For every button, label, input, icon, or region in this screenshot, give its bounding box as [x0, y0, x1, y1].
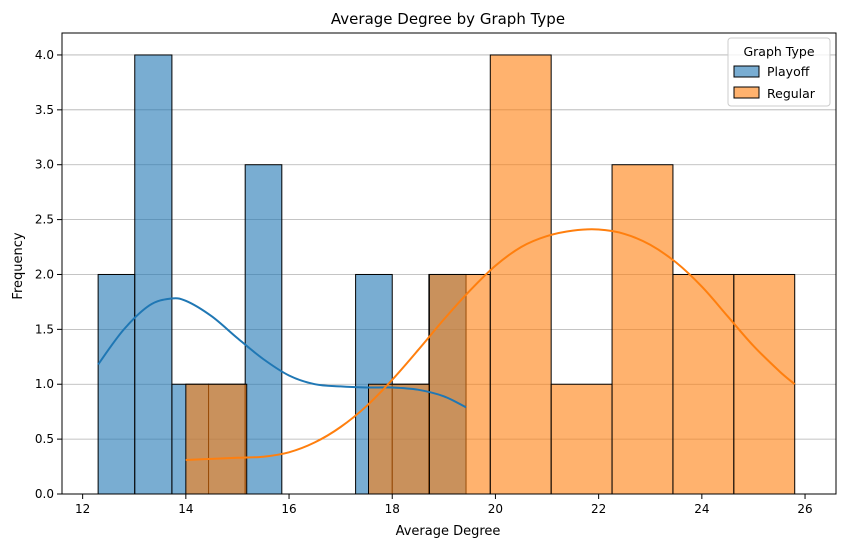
- bar-regular-3: [368, 383, 430, 495]
- x-tick-label-1: 14: [178, 502, 193, 516]
- y-tick-label-4: 2.0: [35, 267, 54, 281]
- bar-regular-4: [428, 273, 491, 495]
- x-tick-label-4: 20: [488, 502, 503, 516]
- bar-regular-7: [611, 164, 674, 495]
- x-axis-label: Average Degree: [396, 524, 501, 539]
- axes: [61, 32, 837, 495]
- x-tick-label-5: 22: [591, 502, 606, 516]
- x-tick-label-7: 26: [797, 502, 812, 516]
- y-tick-label-0: 0.0: [35, 487, 54, 501]
- y-tick-label-1: 0.5: [35, 432, 54, 446]
- legend-title: Graph Type: [743, 44, 814, 59]
- kde-curve-playoff: [97, 297, 467, 409]
- y-tick-label-7: 3.5: [35, 103, 54, 117]
- x-tick-label-6: 24: [694, 502, 709, 516]
- tick-marks: 12 14 16 18 20 22 24 26 0.0 0.5 1.0 1.5 2.0 2.5 3.0 3.5…: [35, 48, 813, 516]
- y-tick-label-8: 4.0: [35, 48, 54, 62]
- series-regular-bars: [185, 54, 796, 495]
- bar-playoff-1: [134, 54, 173, 495]
- legend-swatch-playoff: [733, 65, 760, 78]
- axes-frame: [61, 32, 837, 495]
- legend-label-playoff: Playoff: [767, 64, 810, 79]
- legend: Graph Type Playoff Regular: [727, 37, 831, 107]
- bar-regular-9: [733, 273, 796, 495]
- x-tick-label-2: 16: [281, 502, 296, 516]
- bar-playoff-4: [244, 164, 283, 495]
- legend-swatch-regular: [733, 86, 760, 99]
- bar-regular-0: [185, 383, 248, 495]
- y-axis-label: Frequency: [11, 232, 26, 299]
- bar-regular-6: [550, 383, 613, 495]
- y-tick-label-2: 1.0: [35, 377, 54, 391]
- legend-label-regular: Regular: [767, 86, 816, 101]
- bar-regular-5: [489, 54, 552, 495]
- y-tick-label-6: 3.0: [35, 158, 54, 172]
- kde-curves: [97, 228, 796, 461]
- bar-playoff-0: [97, 273, 136, 495]
- y-tick-label-5: 2.5: [35, 213, 54, 227]
- x-tick-label-3: 18: [385, 502, 400, 516]
- x-tick-label-0: 12: [75, 502, 90, 516]
- kde-curve-regular: [185, 228, 796, 461]
- chart-title: Average Degree by Graph Type: [331, 10, 565, 28]
- bar-regular-8: [672, 273, 735, 495]
- y-tick-label-3: 1.5: [35, 322, 54, 336]
